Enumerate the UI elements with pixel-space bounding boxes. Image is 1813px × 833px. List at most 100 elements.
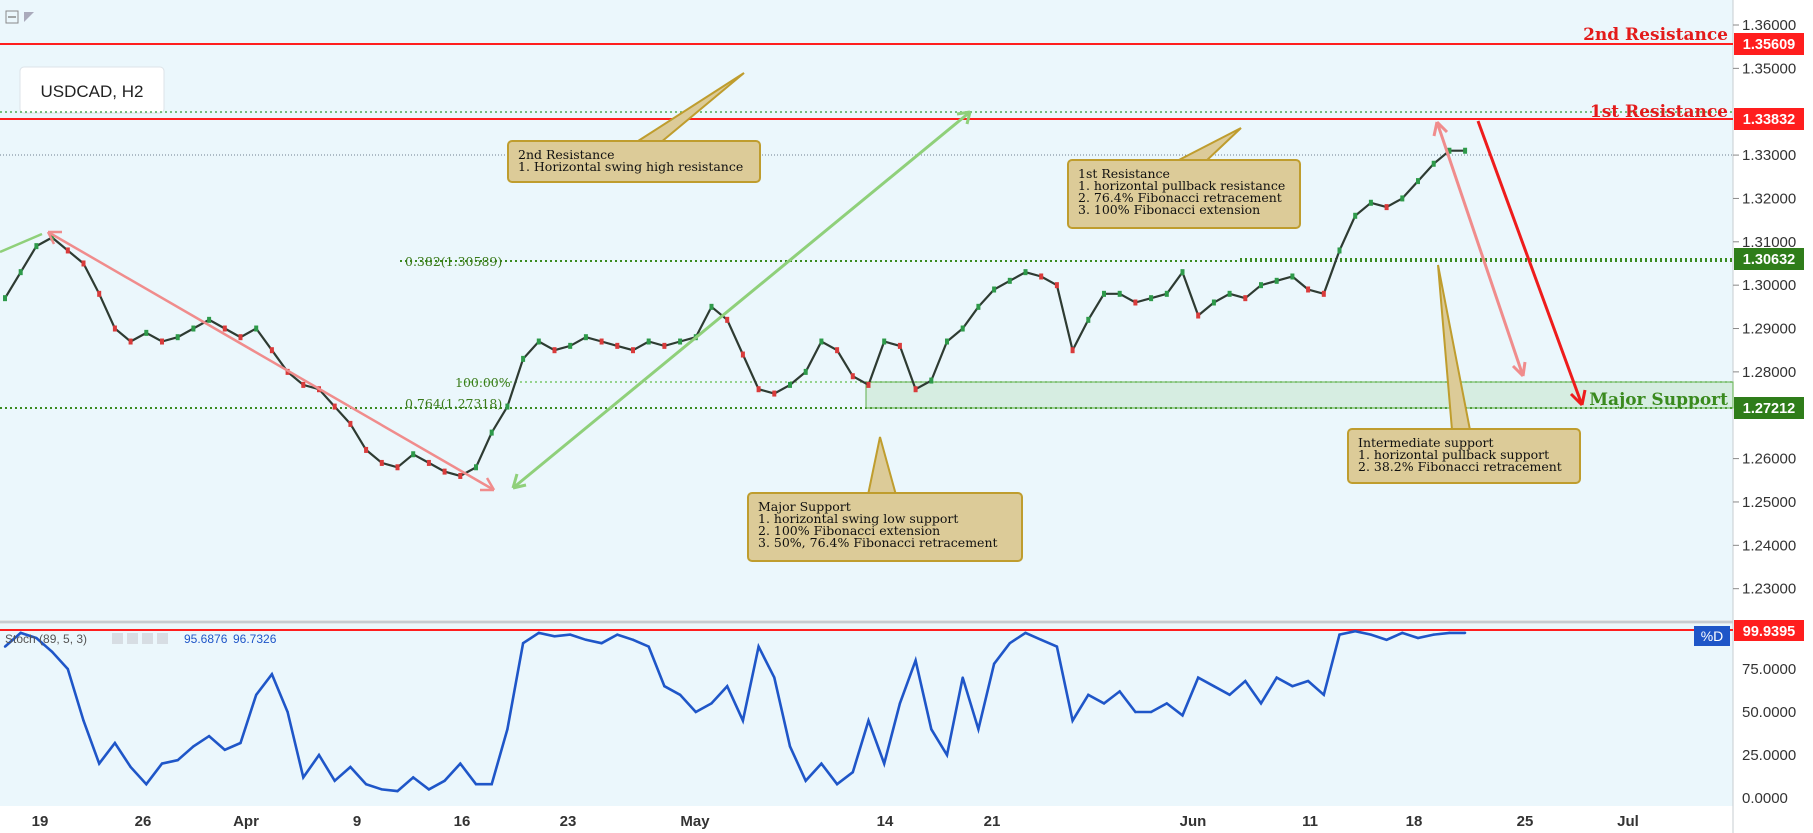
stoch-point: [459, 762, 462, 765]
stoch-point: [820, 762, 823, 765]
price-candle: [568, 342, 573, 349]
stoch-d-tag-text: %D: [1701, 628, 1724, 644]
price-candle: [458, 472, 463, 479]
note-support-line1: 1. horizontal swing low support: [758, 511, 958, 526]
intermediate-tag-text: 1.30632: [1743, 252, 1795, 268]
stoch-point: [1087, 693, 1090, 696]
date-label: 9: [353, 813, 361, 830]
stoch-name: Stoch (89, 5, 3): [5, 632, 87, 646]
price-candle: [1117, 290, 1122, 297]
stoch-point: [160, 762, 164, 765]
stoch-point: [647, 645, 650, 648]
add-icon[interactable]: [142, 633, 153, 644]
price-candle: [1337, 247, 1342, 254]
price-candle: [850, 373, 855, 380]
stoch-point: [113, 741, 117, 745]
stoch-point: [1306, 679, 1310, 683]
note-resistance2[interactable]: 2nd Resistance 1. Horizontal swing high …: [507, 72, 761, 183]
note-support[interactable]: Major Support 1. horizontal swing low su…: [747, 436, 1023, 562]
stoch-point: [1165, 702, 1169, 705]
price-candle: [960, 325, 965, 332]
stoch-point: [239, 741, 242, 745]
note-intermediate-title: Intermediate support: [1358, 435, 1493, 450]
price-candle: [992, 286, 997, 293]
stoch-point: [1448, 631, 1451, 635]
note-resistance1-line2: 2. 76.4% Fibonacci retracement: [1078, 190, 1282, 205]
stoch-point: [710, 702, 713, 705]
stoch-point: [1463, 631, 1467, 635]
stoch-point: [883, 762, 886, 765]
stoch-point: [1102, 702, 1106, 705]
stoch-point: [663, 685, 666, 688]
date-label: 23: [560, 813, 577, 830]
stoch-points: [3, 629, 1467, 793]
price-candle: [1086, 316, 1091, 323]
price-candle: [835, 347, 840, 354]
stoch-point: [600, 642, 603, 645]
price-tick-label: 1.31000: [1742, 234, 1796, 251]
stoch-point: [1071, 719, 1074, 722]
price-candle: [599, 338, 604, 345]
price-candle: [740, 351, 745, 358]
date-label: 11: [1302, 813, 1318, 830]
price-candle: [521, 355, 526, 362]
price-candle: [976, 303, 981, 310]
price-candle: [144, 329, 149, 336]
price-candle: [897, 342, 902, 349]
price-candle: [583, 334, 588, 341]
price-candle: [160, 338, 164, 345]
note-intermediate-line2: 2. 38.2% Fibonacci retracement: [1358, 459, 1562, 474]
price-candle: [34, 243, 39, 250]
note-intermediate[interactable]: Intermediate support 1. horizontal pullb…: [1347, 264, 1581, 484]
stoch-point: [584, 638, 588, 641]
stoch-k-value: 95.6876: [184, 632, 228, 646]
stoch-tick-label: 25.0000: [1742, 747, 1796, 764]
stoch-d-tag: [1694, 626, 1730, 646]
stoch-point: [286, 710, 289, 714]
stoch-point: [521, 642, 525, 645]
stoch-point: [176, 758, 179, 762]
price-candle: [1211, 299, 1216, 306]
corner-icon: [24, 12, 34, 22]
price-candle: [1447, 147, 1452, 154]
stoch-point: [333, 779, 336, 782]
stoch-point: [1118, 690, 1121, 693]
eye-icon[interactable]: [112, 633, 123, 644]
note-support-line2: 2. 100% Fibonacci extension: [758, 523, 940, 538]
stoch-point: [1338, 633, 1341, 636]
stoch-point: [474, 783, 478, 786]
time-axis: [0, 806, 1733, 833]
price-candle: [269, 347, 274, 354]
price-tick-labels: 1.36000 1.35000 1.33000 1.32000 1.31000 1.300…: [1733, 17, 1796, 598]
symbol-box[interactable]: [19, 66, 165, 114]
remove-icon[interactable]: [157, 633, 168, 644]
price-candle: [3, 295, 7, 302]
stoch-point: [317, 753, 321, 757]
collapse-icon[interactable]: [5, 10, 19, 24]
stoch-point: [992, 662, 996, 666]
price-candle: [1259, 282, 1263, 289]
stoch-point: [1181, 714, 1184, 717]
price-candle: [128, 338, 133, 345]
stoch-point: [270, 672, 274, 676]
stoch-point: [66, 667, 70, 671]
price-candle: [1102, 290, 1106, 297]
stoch-point: [223, 748, 226, 752]
note-intermediate-box: [1347, 428, 1581, 484]
price-candle: [945, 338, 949, 345]
pullback-arrowhead-end: [1511, 361, 1527, 378]
stoch-point: [1416, 636, 1420, 640]
support-tag: [1734, 397, 1804, 419]
price-candle: [1416, 178, 1420, 185]
stoch-point: [678, 693, 682, 696]
stoch-d-line: [4, 629, 1466, 793]
price-candle: [1180, 269, 1185, 276]
settings-icon[interactable]: [127, 633, 138, 644]
note-resistance1[interactable]: 1st Resistance 1. horizontal pullback re…: [1067, 127, 1301, 229]
stoch-tick-label: 50.0000: [1742, 704, 1796, 721]
price-candle: [819, 338, 824, 345]
uptrend-arrowhead-start: [511, 473, 527, 490]
date-label: 26: [135, 813, 152, 830]
note-resistance1-title: 1st Resistance: [1078, 166, 1170, 181]
price-candle: [301, 381, 306, 388]
